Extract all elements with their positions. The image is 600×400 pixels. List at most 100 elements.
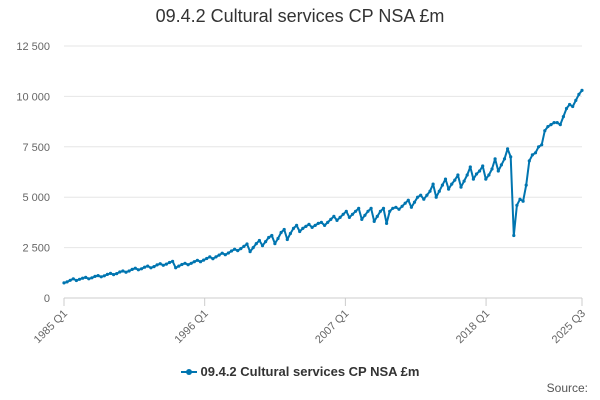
y-tick-label: 10 000 [16,91,50,103]
data-point [468,165,472,169]
data-point [403,201,407,205]
data-point [285,237,289,242]
data-point [456,173,460,177]
data-point [574,98,578,102]
data-point [428,189,432,193]
data-point [295,223,299,227]
data-point [524,183,528,187]
data-point [366,209,370,213]
data-point [245,242,249,246]
data-point [239,247,243,251]
data-point [344,209,348,213]
data-point [155,263,159,267]
data-point [543,129,547,133]
data-point [372,219,376,223]
data-point [422,197,426,201]
data-point [81,276,85,280]
data-point [521,199,525,203]
data-point [102,274,106,278]
data-point [375,214,379,218]
data-point [233,247,237,251]
data-point [419,193,423,197]
data-point [192,260,196,264]
data-point [307,222,311,226]
data-point [369,206,373,210]
data-point [338,215,342,219]
data-point [115,272,119,276]
data-point [133,266,137,270]
data-point [341,212,345,216]
x-tick-label: 2007 Q1 [313,308,351,346]
data-point [310,225,314,229]
data-point [260,244,265,248]
x-tick-label: 1996 Q1 [172,308,210,346]
data-point [388,209,392,213]
data-point [440,183,444,187]
data-point [195,258,199,262]
data-point [248,250,252,254]
data-point [205,256,209,261]
data-point [354,209,358,213]
data-point [65,280,69,284]
data-point [431,182,435,186]
data-point [236,249,240,253]
y-axis: 0 2 500 5 000 7 500 10 000 12 500 [16,41,50,305]
data-point [437,189,441,193]
data-point [465,173,469,177]
data-point [242,244,246,248]
data-point [112,273,116,277]
data-point [378,209,382,213]
data-point [533,151,538,155]
data-point [279,230,283,235]
data-point [146,264,150,268]
series-line [63,89,583,284]
data-point [143,265,147,269]
data-point [139,267,144,271]
data-point [174,266,178,270]
chart-title: 09.4.2 Cultural services CP NSA £m [155,6,445,26]
data-point [291,226,296,230]
data-point [546,125,550,129]
data-point [257,238,261,243]
legend-line-marker-icon [180,367,197,377]
data-point [447,187,451,191]
data-point [62,281,66,285]
legend-label: 09.4.2 Cultural services CP NSA £m [200,364,420,379]
data-point [530,153,535,157]
data-point [264,240,268,244]
data-point [425,193,429,197]
legend: 09.4.2 Cultural services CP NSA £m [0,364,600,380]
data-point [313,223,317,227]
data-point [363,213,367,217]
data-point [90,276,94,280]
data-point [416,195,420,199]
data-point [502,157,507,161]
data-point [515,203,519,207]
data-point [518,197,522,201]
data-point [304,224,308,228]
data-point [84,275,88,279]
data-point [136,268,140,272]
data-point [211,257,215,261]
y-tick-label: 2 500 [22,243,50,255]
data-point [186,263,190,267]
data-point [335,218,339,222]
data-point [555,121,559,125]
data-point [158,262,162,266]
data-point [474,172,479,176]
data-point [319,220,323,224]
data-point [391,206,395,210]
data-point [273,242,277,246]
data-point [149,266,153,270]
data-point [87,277,91,281]
data-point [180,262,184,267]
data-point [183,261,187,265]
data-point [512,233,516,238]
x-axis: 1985 Q1 1996 Q1 2007 Q1 2018 Q1 2025 Q3 [32,298,588,346]
data-point [167,260,172,265]
data-point [267,235,271,240]
data-point [124,270,128,274]
data-point [471,177,475,181]
x-tick-label: 2025 Q3 [550,308,588,346]
